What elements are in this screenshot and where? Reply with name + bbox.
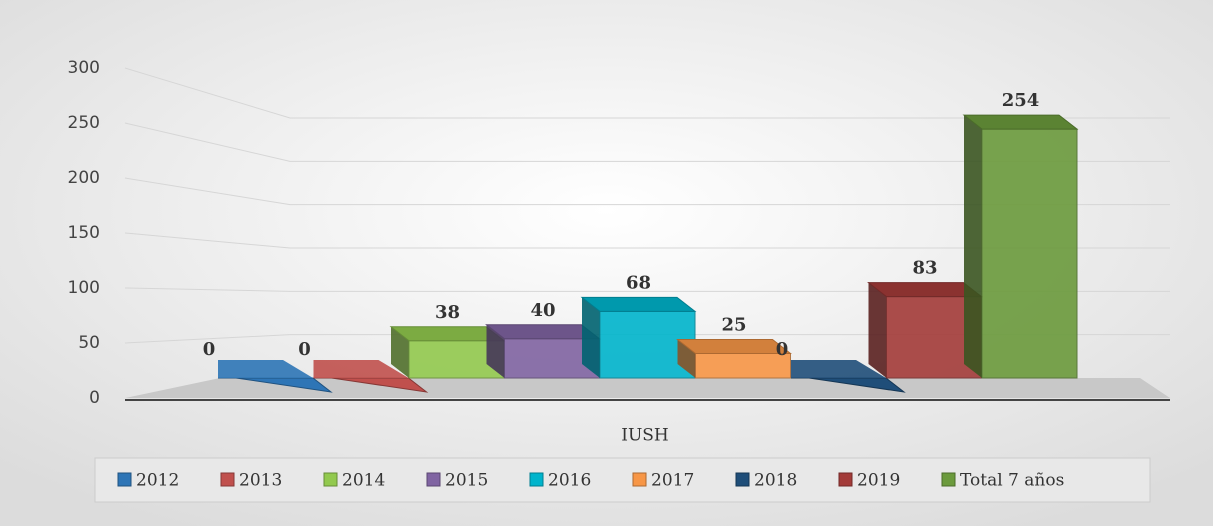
data-label: 38	[435, 302, 460, 323]
bar	[676, 339, 792, 379]
grid-line	[124, 122, 1170, 162]
data-label: 83	[912, 258, 937, 279]
grid-line	[124, 67, 1170, 119]
data-label: 0	[776, 339, 789, 360]
bar-flat	[791, 360, 886, 378]
bar-front	[981, 128, 1078, 379]
y-tick-label: 100	[68, 278, 100, 298]
legend-label: 2017	[651, 471, 694, 491]
bar-flat	[313, 360, 409, 378]
y-tick-label: 300	[68, 58, 100, 78]
bar-top	[962, 114, 1079, 130]
legend-swatch	[632, 472, 647, 487]
bar-top	[485, 324, 601, 340]
legend-label: 2018	[754, 471, 797, 491]
y-tick-label: 150	[68, 223, 100, 243]
data-label: 40	[530, 300, 555, 321]
legend-label: 2014	[342, 471, 385, 491]
legend-label: Total 7 años	[960, 471, 1064, 491]
bar-side	[582, 297, 600, 378]
bar-top	[389, 326, 506, 342]
data-label: 0	[203, 339, 216, 360]
legend-label: 2019	[857, 471, 900, 491]
bar-side	[677, 339, 696, 378]
legend-swatch	[426, 472, 441, 487]
legend-swatch	[323, 472, 338, 487]
legend-label: 2015	[445, 471, 488, 491]
grid-line	[124, 232, 1170, 249]
legend-swatch	[838, 472, 853, 487]
data-label: 25	[721, 315, 746, 336]
legend-label: 2013	[239, 471, 282, 491]
y-tick-label: 0	[89, 388, 100, 408]
bar	[218, 360, 333, 393]
bar-side	[868, 282, 887, 378]
legend-swatch	[529, 472, 544, 487]
legend-label: 2012	[136, 471, 179, 491]
bar	[962, 114, 1079, 379]
data-label: 68	[626, 272, 651, 293]
bar-top	[580, 296, 697, 312]
bar-side	[964, 115, 982, 378]
data-label: 254	[1002, 90, 1040, 111]
bar	[313, 360, 429, 393]
bar-flat	[218, 360, 313, 378]
y-tick-label: 50	[78, 333, 100, 353]
legend-swatch	[941, 472, 956, 487]
grid-line	[124, 177, 1170, 206]
bar-side	[391, 326, 409, 378]
data-label: 0	[298, 339, 311, 360]
legend-swatch	[117, 472, 132, 487]
legend-label: 2016	[548, 471, 591, 491]
legend-box	[94, 457, 1151, 503]
bar-top	[676, 339, 792, 354]
bar-top	[867, 282, 983, 298]
y-tick-label: 200	[68, 168, 100, 188]
legend-swatch	[220, 472, 235, 487]
bar-side	[486, 324, 505, 378]
x-tick-label: IUSH	[621, 426, 669, 446]
legend-swatch	[735, 472, 750, 487]
bar-front	[695, 353, 791, 379]
bar	[791, 360, 906, 393]
y-tick-label: 250	[68, 113, 100, 133]
bar	[580, 296, 697, 379]
